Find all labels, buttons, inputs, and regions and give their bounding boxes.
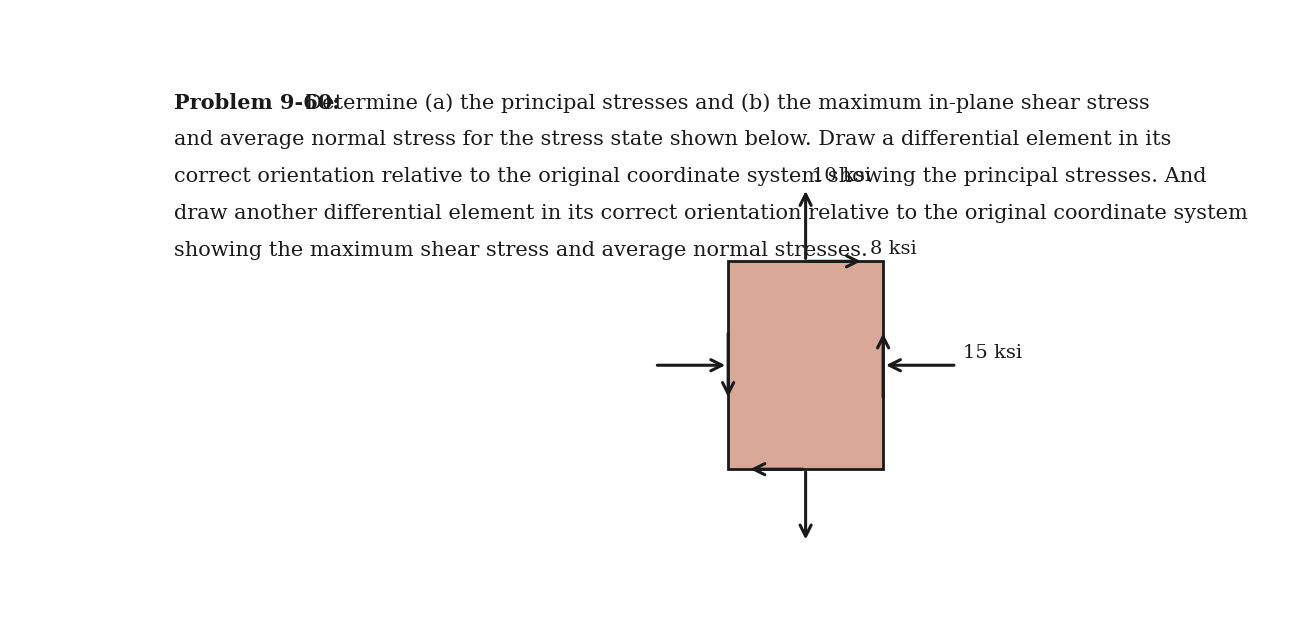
Text: 15 ksi: 15 ksi: [963, 344, 1022, 362]
Text: Determine (a) the principal stresses and (b) the maximum in-plane shear stress: Determine (a) the principal stresses and…: [292, 93, 1150, 113]
Text: and average normal stress for the stress state shown below. Draw a differential : and average normal stress for the stress…: [174, 131, 1172, 150]
Bar: [729, 261, 883, 469]
Text: 8 ksi: 8 ksi: [870, 240, 917, 258]
Text: 10 ksi: 10 ksi: [812, 167, 870, 185]
Text: correct orientation relative to the original coordinate system showing the princ: correct orientation relative to the orig…: [174, 167, 1207, 186]
Text: draw another differential element in its correct orientation relative to the ori: draw another differential element in its…: [174, 204, 1248, 223]
Text: Problem 9-60:: Problem 9-60:: [174, 93, 340, 114]
Text: showing the maximum shear stress and average normal stresses.: showing the maximum shear stress and ave…: [174, 241, 868, 260]
